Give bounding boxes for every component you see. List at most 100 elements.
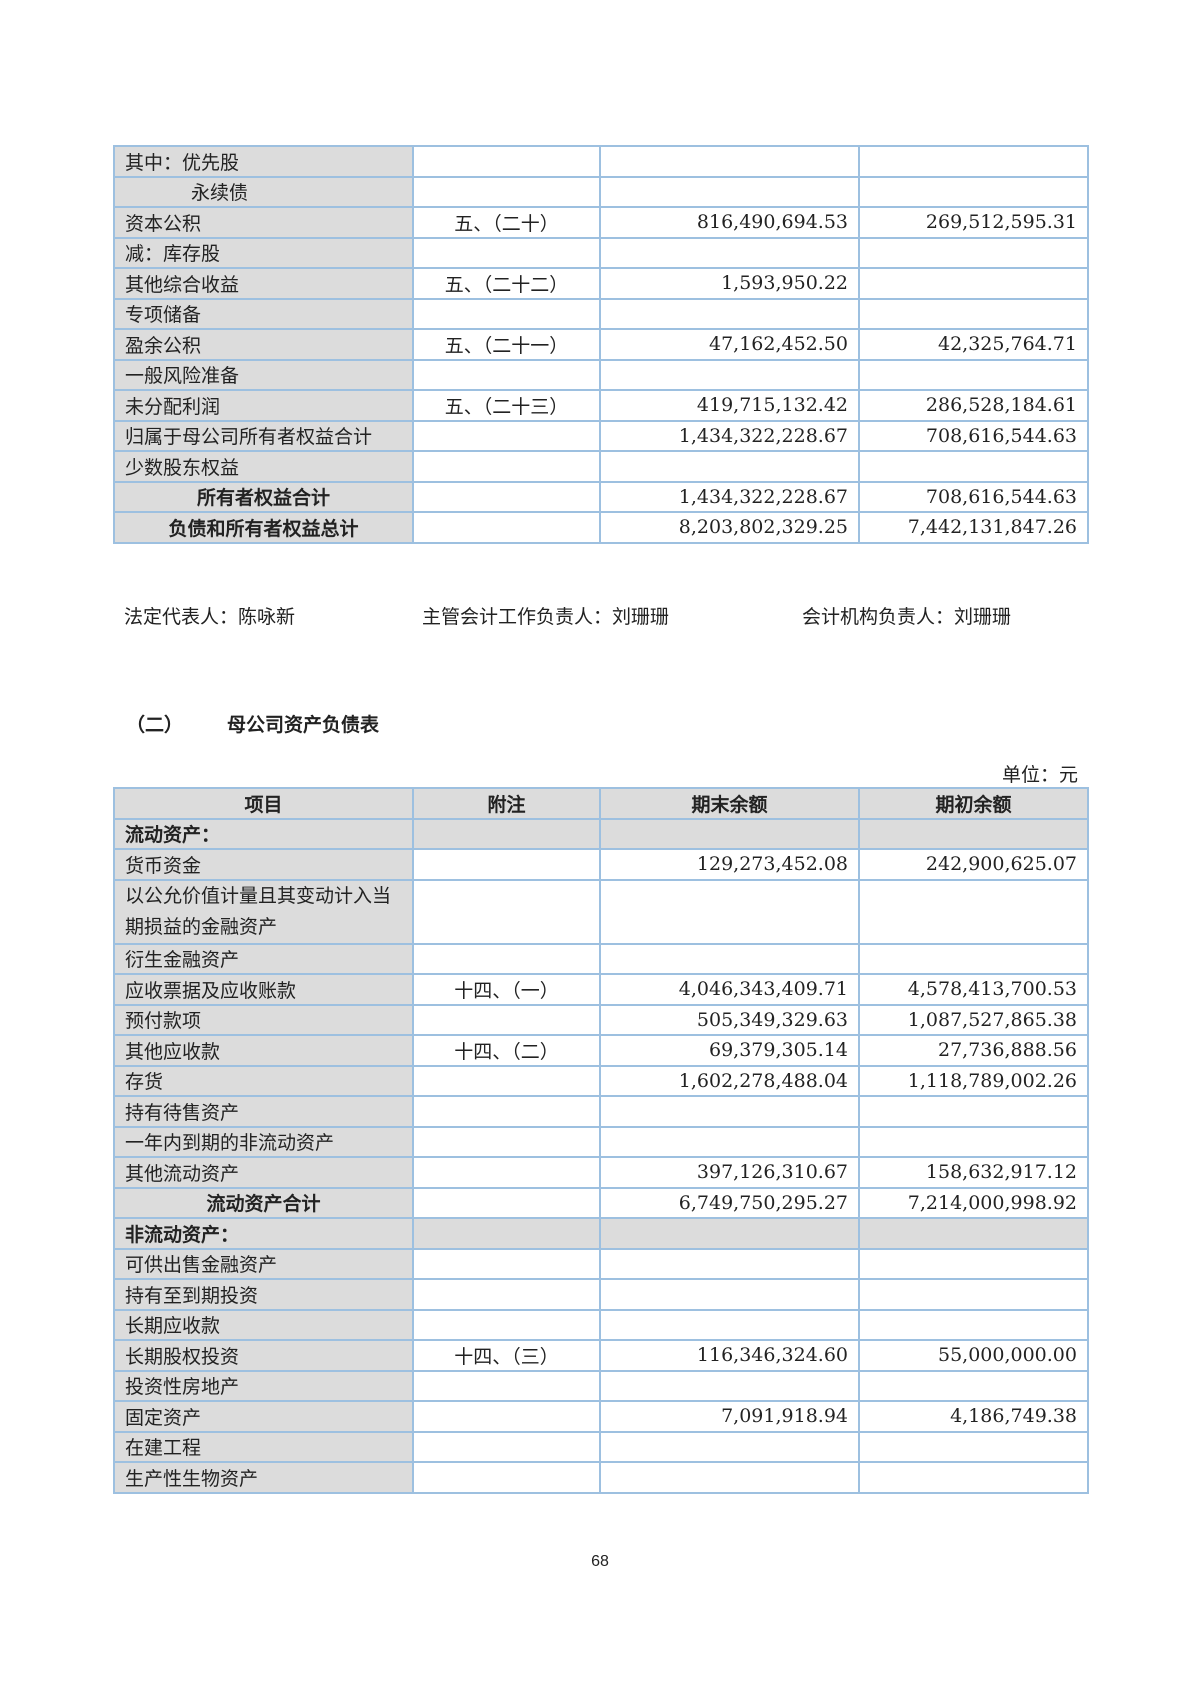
row-end-balance (599, 297, 860, 330)
row-label: 负债和所有者权益总计 (113, 511, 414, 544)
row-note (412, 358, 601, 391)
row-begin-balance: 286,528,184.61 (858, 389, 1089, 422)
row-begin-balance (858, 1369, 1089, 1402)
row-begin-balance (858, 236, 1089, 269)
table-row: 其他流动资产 397,126,310.67 158,632,917.12 (113, 1156, 1089, 1189)
row-label: 少数股东权益 (113, 450, 414, 483)
row-begin-balance (858, 1278, 1089, 1311)
row-note (412, 878, 601, 945)
row-end-balance (599, 1217, 860, 1250)
header-item: 项目 (113, 787, 414, 820)
row-end-balance (599, 358, 860, 391)
row-note: 五、（二十一） (412, 328, 601, 361)
table-row: 固定资产 7,091,918.94 4,186,749.38 (113, 1400, 1089, 1433)
table-row: 生产性生物资产 (113, 1461, 1089, 1494)
row-begin-balance: 27,736,888.56 (858, 1034, 1089, 1067)
row-begin-balance (858, 1430, 1089, 1463)
row-begin-balance (858, 878, 1089, 945)
row-label: 所有者权益合计 (113, 480, 414, 513)
row-end-balance (599, 878, 860, 945)
row-label: 其他流动资产 (113, 1156, 414, 1189)
table-row: 少数股东权益 (113, 450, 1089, 483)
row-begin-balance: 7,214,000,998.92 (858, 1186, 1089, 1219)
row-label: 货币资金 (113, 848, 414, 881)
row-begin-balance (858, 267, 1089, 300)
row-begin-balance (858, 1125, 1089, 1158)
row-note (412, 1308, 601, 1341)
row-note (412, 942, 601, 975)
row-label: 在建工程 (113, 1430, 414, 1463)
row-end-balance: 816,490,694.53 (599, 206, 860, 239)
row-end-balance (599, 1125, 860, 1158)
row-begin-balance (858, 1217, 1089, 1250)
table-row: 流动资产合计 6,749,750,295.27 7,214,000,998.92 (113, 1186, 1089, 1219)
parent-balance-sheet-table: 项目 附注 期末余额 期初余额 流动资产： 货币资金 129,273,452.08 2… (113, 787, 1089, 1494)
row-begin-balance (858, 297, 1089, 330)
row-note: 五、（二十二） (412, 267, 601, 300)
row-label: 资本公积 (113, 206, 414, 239)
section-title-text: 母公司资产负债表 (227, 714, 380, 736)
row-note (412, 236, 601, 269)
row-begin-balance (858, 1308, 1089, 1341)
table-row: 未分配利润 五、（二十三） 419,715,132.42 286,528,184.61 (113, 389, 1089, 422)
table-row: 盈余公积 五、（二十一） 47,162,452.50 42,325,764.71 (113, 328, 1089, 361)
row-note (412, 419, 601, 452)
row-end-balance: 69,379,305.14 (599, 1034, 860, 1067)
balance-sheet-body: 流动资产： 货币资金 129,273,452.08 242,900,625.07 以公允… (113, 817, 1089, 1494)
row-note (412, 1247, 601, 1280)
row-note (412, 1003, 601, 1036)
row-label: 生产性生物资产 (113, 1461, 414, 1494)
table-row: 其他综合收益 五、（二十二） 1,593,950.22 (113, 267, 1089, 300)
legal-representative: 法定代表人：陈咏新 (124, 606, 296, 628)
row-begin-balance (858, 1095, 1089, 1128)
row-begin-balance: 7,442,131,847.26 (858, 511, 1089, 544)
row-end-balance: 47,162,452.50 (599, 328, 860, 361)
header-end-balance: 期末余额 (599, 787, 860, 820)
row-begin-balance: 4,578,413,700.53 (858, 973, 1089, 1006)
row-end-balance: 129,273,452.08 (599, 848, 860, 881)
table-row: 衍生金融资产 (113, 942, 1089, 975)
header-note: 附注 (412, 787, 601, 820)
row-end-balance (599, 1247, 860, 1280)
row-end-balance (599, 1430, 860, 1463)
row-begin-balance (858, 145, 1089, 178)
row-note (412, 297, 601, 330)
equity-table-continued: 其中：优先股 永续债 资本公积 五、（二十） 816,490,694.53 269,512… (113, 145, 1089, 544)
row-note: 十四、（二） (412, 1034, 601, 1067)
row-end-balance (599, 1278, 860, 1311)
row-label: 其他应收款 (113, 1034, 414, 1067)
row-label: 盈余公积 (113, 328, 414, 361)
row-note (412, 1461, 601, 1494)
row-note (412, 1278, 601, 1311)
table-row: 持有至到期投资 (113, 1278, 1089, 1311)
row-end-balance: 1,593,950.22 (599, 267, 860, 300)
row-note (412, 450, 601, 483)
row-end-balance (599, 1461, 860, 1494)
row-note (412, 1217, 601, 1250)
row-label: 长期股权投资 (113, 1339, 414, 1372)
row-label: 专项储备 (113, 297, 414, 330)
row-label: 永续债 (113, 175, 414, 208)
row-label: 未分配利润 (113, 389, 414, 422)
table-row: 归属于母公司所有者权益合计 1,434,322,228.67 708,616,544… (113, 419, 1089, 452)
row-label: 衍生金融资产 (113, 942, 414, 975)
row-begin-balance: 242,900,625.07 (858, 848, 1089, 881)
row-label: 流动资产： (113, 817, 414, 850)
row-end-balance: 116,346,324.60 (599, 1339, 860, 1372)
row-end-balance: 505,349,329.63 (599, 1003, 860, 1036)
row-label: 持有待售资产 (113, 1095, 414, 1128)
section-title: （二） 母公司资产负债表 (126, 710, 423, 737)
section-number: （二） (126, 714, 184, 736)
row-note (412, 1186, 601, 1219)
row-label: 投资性房地产 (113, 1369, 414, 1402)
table-header-row: 项目 附注 期末余额 期初余额 (113, 787, 1089, 820)
row-label: 一般风险准备 (113, 358, 414, 391)
row-end-balance (599, 1369, 860, 1402)
row-begin-balance (858, 1247, 1089, 1280)
row-begin-balance: 42,325,764.71 (858, 328, 1089, 361)
row-begin-balance (858, 358, 1089, 391)
row-label: 存货 (113, 1064, 414, 1097)
row-end-balance: 8,203,802,329.25 (599, 511, 860, 544)
table-row: 所有者权益合计 1,434,322,228.67 708,616,544.63 (113, 480, 1089, 513)
row-note (412, 1400, 601, 1433)
